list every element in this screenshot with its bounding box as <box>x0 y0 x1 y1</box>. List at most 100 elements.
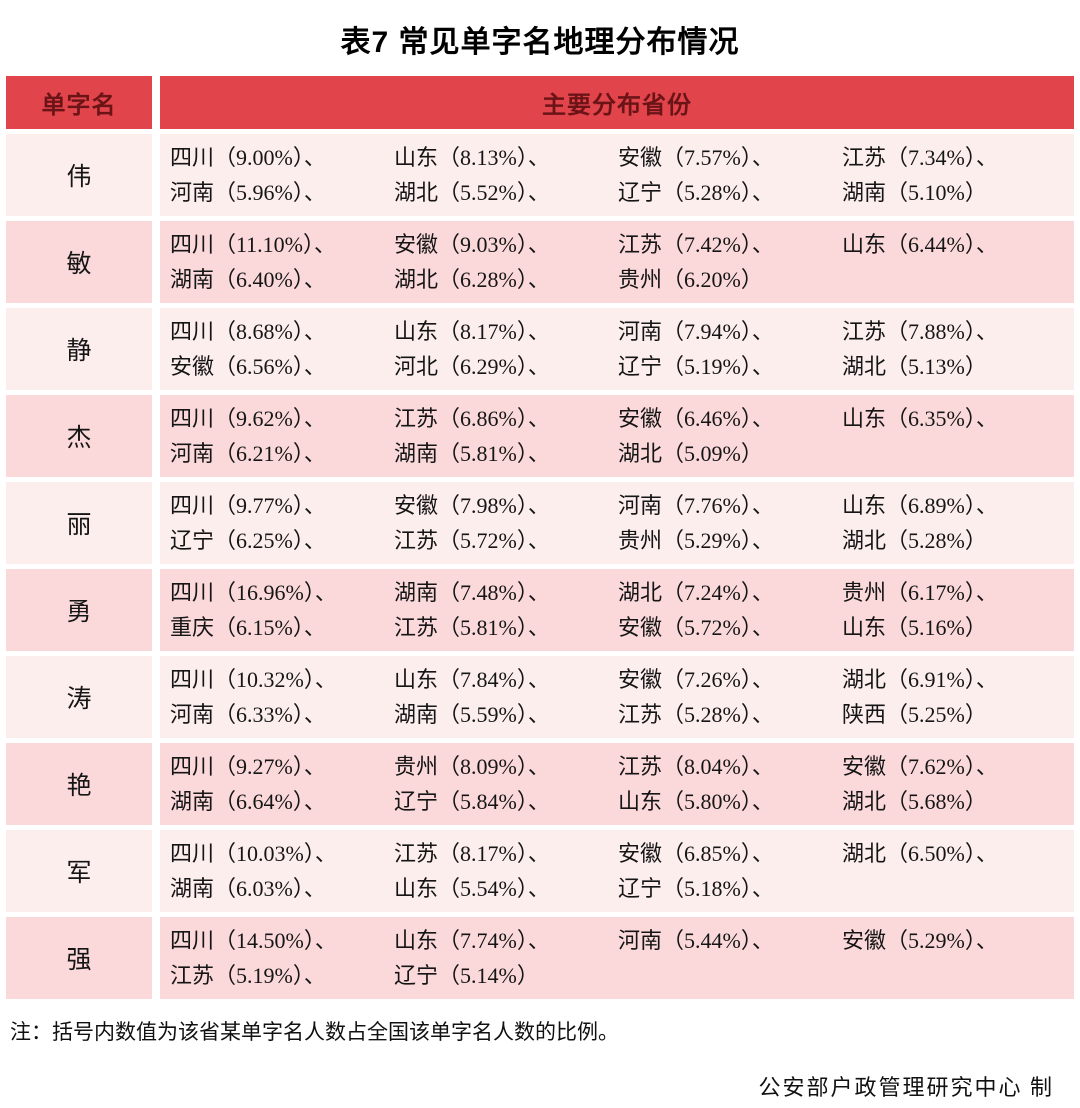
province-share-item: 安徽（6.85%）、 <box>618 841 774 866</box>
province-share-item: 安徽（6.56%）、 <box>170 354 326 379</box>
footnote: 注：括号内数值为该省某单字名人数占全国该单字名人数的比例。 <box>10 1020 619 1044</box>
province-share-item: 江苏（7.34%）、 <box>842 145 998 170</box>
province-share-item: 湖北（5.52%）、 <box>394 180 550 205</box>
province-share-item: 山东（5.80%）、 <box>618 789 774 814</box>
province-share-item: 江苏（5.28%）、 <box>618 702 774 727</box>
province-share-item: 贵州（6.20%） <box>618 267 763 292</box>
province-share-item: 四川（10.03%）、 <box>170 841 337 866</box>
header-name-column: 单字名 <box>6 76 152 129</box>
province-share-item: 贵州（6.17%）、 <box>842 580 998 605</box>
province-share-item: 湖南（5.81%）、 <box>394 441 550 466</box>
province-share-item: 山东（8.17%）、 <box>394 319 550 344</box>
province-distribution-cell: 四川（16.96%）、 湖南（7.48%）、 湖北（7.24%）、 贵州（6.17%）… <box>160 569 1074 651</box>
province-share-item: 湖北（5.13%） <box>842 354 987 379</box>
province-share-item: 湖南（6.03%）、 <box>170 876 326 901</box>
given-name-cell: 强 <box>6 917 152 999</box>
province-distribution-cell: 四川（9.00%）、 山东（8.13%）、 安徽（7.57%）、 江苏（7.34%）、… <box>160 134 1074 216</box>
province-share-item: 贵州（8.09%）、 <box>394 754 550 779</box>
province-distribution-cell: 四川（9.27%）、 贵州（8.09%）、 江苏（8.04%）、 安徽（7.62%）、… <box>160 743 1074 825</box>
province-share-item: 辽宁（5.14%） <box>394 963 539 988</box>
province-share-item: 重庆（6.15%）、 <box>170 615 326 640</box>
province-share-item: 江苏（5.19%）、 <box>170 963 326 988</box>
province-share-item: 江苏（7.88%）、 <box>842 319 998 344</box>
province-distribution-cell: 四川（9.62%）、 江苏（6.86%）、 安徽（6.46%）、 山东（6.35%）、… <box>160 395 1074 477</box>
province-share-item: 湖北（5.68%） <box>842 789 987 814</box>
table-title: 表7 常见单字名地理分布情况 <box>340 26 740 59</box>
province-share-item: 湖南（7.48%）、 <box>394 580 550 605</box>
province-share-item: 安徽（7.98%）、 <box>394 493 550 518</box>
province-share-item: 湖北（6.91%）、 <box>842 667 998 692</box>
province-share-item: 湖北（5.09%） <box>618 441 763 466</box>
province-share-item: 辽宁（5.19%）、 <box>618 354 774 379</box>
province-share-item: 安徽（7.62%）、 <box>842 754 998 779</box>
province-share-item: 河南（6.21%）、 <box>170 441 326 466</box>
given-name-cell: 艳 <box>6 743 152 825</box>
given-name-cell: 丽 <box>6 482 152 564</box>
name-distribution-table: 单字名 主要分布省份 伟四川（9.00%）、 山东（8.13%）、 安徽（7.57%… <box>0 76 1080 999</box>
province-share-item: 四川（14.50%）、 <box>170 928 337 953</box>
province-share-item: 湖北（7.24%）、 <box>618 580 774 605</box>
province-share-item: 河南（6.33%）、 <box>170 702 326 727</box>
given-name-cell: 杰 <box>6 395 152 477</box>
province-share-item: 安徽（9.03%）、 <box>394 232 550 257</box>
province-share-item: 山东（6.44%）、 <box>842 232 998 257</box>
province-share-item: 安徽（5.29%）、 <box>842 928 998 953</box>
province-share-item: 辽宁（5.18%）、 <box>618 876 774 901</box>
given-name-cell: 伟 <box>6 134 152 216</box>
province-share-item: 辽宁（5.28%）、 <box>618 180 774 205</box>
province-share-item: 湖北（5.28%） <box>842 528 987 553</box>
province-share-item: 四川（9.77%）、 <box>170 493 326 518</box>
province-share-item: 山东（5.54%）、 <box>394 876 550 901</box>
province-share-item: 湖南（6.40%）、 <box>170 267 326 292</box>
province-share-item: 四川（11.10%）、 <box>170 232 337 257</box>
given-name-cell: 军 <box>6 830 152 912</box>
province-share-item: 安徽（5.72%）、 <box>618 615 774 640</box>
province-distribution-cell: 四川（10.32%）、 山东（7.84%）、 安徽（7.26%）、 湖北（6.91%）… <box>160 656 1074 738</box>
province-share-item: 辽宁（6.25%）、 <box>170 528 326 553</box>
header-provinces-column: 主要分布省份 <box>160 76 1074 129</box>
given-name-cell: 涛 <box>6 656 152 738</box>
province-share-item: 湖南（5.10%） <box>842 180 987 205</box>
province-share-item: 河南（7.94%）、 <box>618 319 774 344</box>
province-share-item: 湖北（6.50%）、 <box>842 841 998 866</box>
province-share-item: 江苏（8.17%）、 <box>394 841 550 866</box>
province-share-item: 四川（9.62%）、 <box>170 406 326 431</box>
province-distribution-cell: 四川（14.50%）、 山东（7.74%）、 河南（5.44%）、 安徽（5.29%）… <box>160 917 1074 999</box>
province-share-item: 湖北（6.28%）、 <box>394 267 550 292</box>
province-share-item: 四川（9.00%）、 <box>170 145 326 170</box>
province-share-item: 陕西（5.25%） <box>842 702 987 727</box>
province-share-item: 辽宁（5.84%）、 <box>394 789 550 814</box>
given-name-cell: 静 <box>6 308 152 390</box>
province-share-item: 四川（9.27%）、 <box>170 754 326 779</box>
province-share-item: 湖南（5.59%）、 <box>394 702 550 727</box>
province-share-item: 江苏（5.72%）、 <box>394 528 550 553</box>
province-share-item: 安徽（7.57%）、 <box>618 145 774 170</box>
province-share-item: 江苏（7.42%）、 <box>618 232 774 257</box>
province-share-item: 山东（6.35%）、 <box>842 406 998 431</box>
credit-line: 公安部户政管理研究中心 制 <box>758 1075 1054 1100</box>
province-share-item: 江苏（5.81%）、 <box>394 615 550 640</box>
province-share-item: 四川（8.68%）、 <box>170 319 326 344</box>
province-distribution-cell: 四川（10.03%）、 江苏（8.17%）、 安徽（6.85%）、 湖北（6.50%）… <box>160 830 1074 912</box>
province-share-item: 山东（7.74%）、 <box>394 928 550 953</box>
province-share-item: 安徽（6.46%）、 <box>618 406 774 431</box>
province-distribution-cell: 四川（9.77%）、 安徽（7.98%）、 河南（7.76%）、 山东（6.89%）、… <box>160 482 1074 564</box>
province-share-item: 四川（16.96%）、 <box>170 580 337 605</box>
province-share-item: 山东（6.89%）、 <box>842 493 998 518</box>
province-share-item: 河南（5.96%）、 <box>170 180 326 205</box>
province-share-item: 山东（8.13%）、 <box>394 145 550 170</box>
given-name-cell: 勇 <box>6 569 152 651</box>
province-share-item: 四川（10.32%）、 <box>170 667 337 692</box>
province-share-item: 江苏（8.04%）、 <box>618 754 774 779</box>
province-share-item: 河北（6.29%）、 <box>394 354 550 379</box>
province-share-item: 湖南（6.64%）、 <box>170 789 326 814</box>
province-share-item: 安徽（7.26%）、 <box>618 667 774 692</box>
province-distribution-cell: 四川（8.68%）、 山东（8.17%）、 河南（7.94%）、 江苏（7.88%）、… <box>160 308 1074 390</box>
province-share-item: 山东（7.84%）、 <box>394 667 550 692</box>
province-share-item: 山东（5.16%） <box>842 615 987 640</box>
province-distribution-cell: 四川（11.10%）、 安徽（9.03%）、 江苏（7.42%）、 山东（6.44%）… <box>160 221 1074 303</box>
province-share-item: 河南（7.76%）、 <box>618 493 774 518</box>
province-share-item: 河南（5.44%）、 <box>618 928 774 953</box>
given-name-cell: 敏 <box>6 221 152 303</box>
